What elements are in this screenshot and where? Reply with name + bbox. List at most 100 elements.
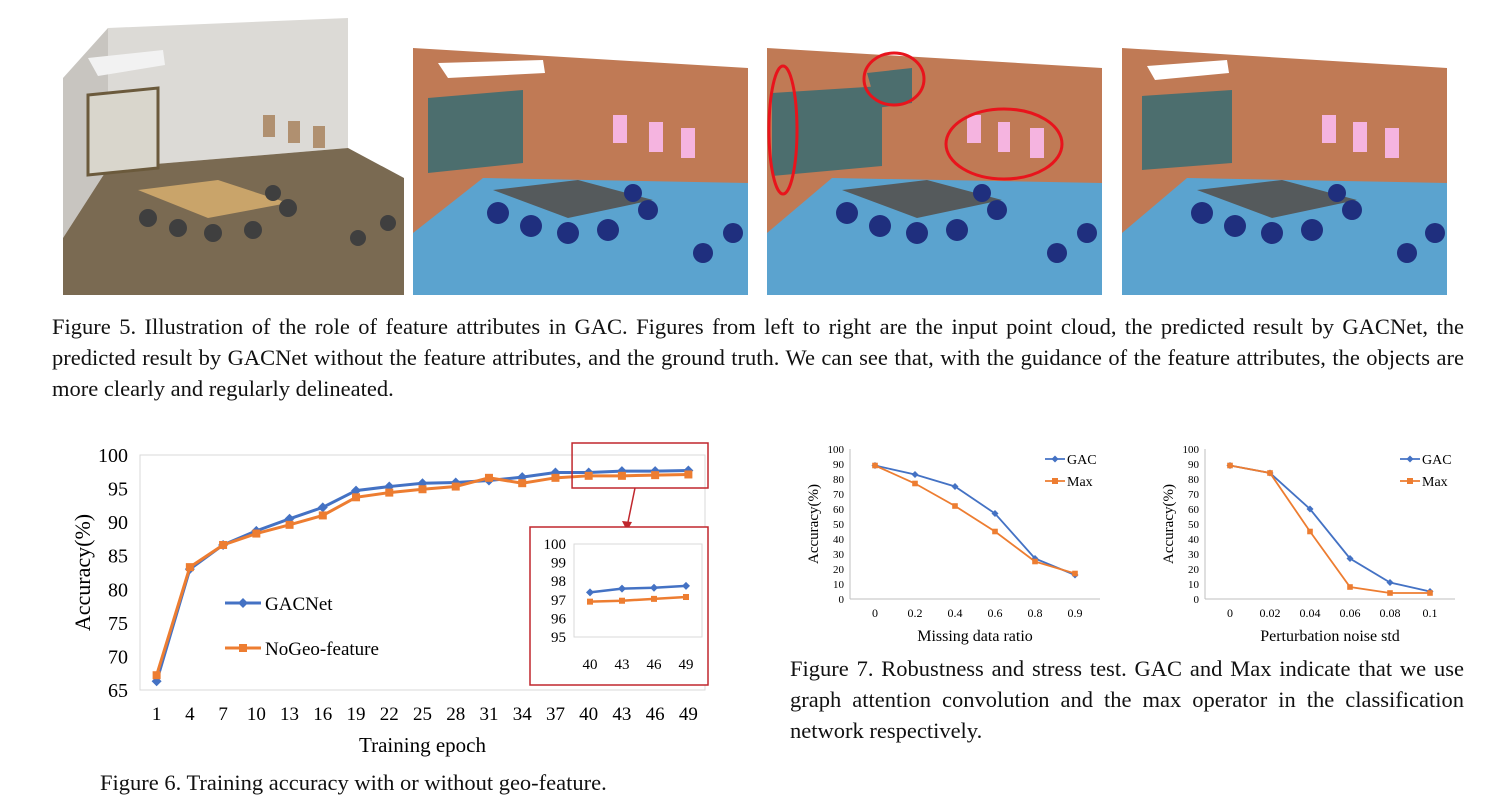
inset-x-tick-label: 46 — [647, 657, 663, 673]
y-tick-label: 30 — [833, 549, 845, 561]
data-point — [418, 485, 427, 494]
x-tick-label: 0.6 — [988, 606, 1003, 620]
y-axis-label: Accuracy(%) — [1161, 484, 1177, 564]
inset-x-tick-label: 49 — [679, 657, 694, 673]
x-tick-label: 0 — [1227, 606, 1233, 620]
y-axis-label: Accuracy(%) — [806, 484, 822, 564]
x-tick-label: 10 — [247, 704, 266, 725]
x-tick-label: 4 — [185, 704, 195, 725]
legend-marker — [1407, 478, 1413, 484]
data-point — [317, 502, 328, 513]
figure6-caption: Figure 6. Training accuracy with or with… — [100, 770, 607, 795]
data-point — [991, 510, 999, 517]
y-tick-label: 75 — [108, 613, 128, 635]
x-tick-label: 0.1 — [1423, 606, 1438, 620]
data-point — [385, 488, 394, 497]
x-axis-label: Training epoch — [359, 733, 486, 757]
panel-prediction-without-attributes — [767, 48, 1102, 295]
inset-data-point — [586, 588, 594, 597]
x-tick-label: 0.02 — [1260, 606, 1281, 620]
data-point — [484, 473, 493, 482]
data-point — [451, 482, 460, 491]
data-point — [352, 493, 361, 502]
x-tick-label: 19 — [347, 704, 366, 725]
series-line — [874, 464, 1076, 576]
data-point — [1346, 555, 1354, 562]
data-point — [683, 465, 694, 476]
y-tick-label: 10 — [833, 579, 845, 591]
y-tick-label: 0 — [1194, 594, 1200, 606]
x-tick-label: 13 — [280, 704, 299, 725]
y-tick-label: 65 — [108, 680, 128, 702]
y-tick-label: 100 — [828, 444, 845, 456]
inset-data-point — [619, 597, 625, 604]
y-tick-label: 40 — [833, 534, 845, 546]
inset-data-point — [682, 581, 690, 590]
series-line — [874, 464, 1076, 575]
zoom-arrow-head — [622, 521, 632, 531]
x-tick-label: 0.9 — [1068, 606, 1083, 620]
x-tick-label: 0 — [872, 606, 878, 620]
y-tick-label: 30 — [1188, 549, 1200, 561]
data-point — [1427, 590, 1433, 596]
x-tick-label: 31 — [479, 704, 498, 725]
data-point — [518, 479, 527, 488]
y-tick-label: 20 — [1188, 564, 1200, 576]
data-point — [1072, 570, 1078, 577]
data-point — [318, 511, 327, 520]
legend-marker — [1406, 455, 1414, 463]
panel-gacnet-prediction — [413, 48, 748, 295]
data-point — [872, 462, 878, 469]
y-tick-label: 90 — [833, 459, 845, 471]
x-tick-label: 37 — [546, 704, 565, 725]
inset-series-line — [589, 584, 687, 594]
legend-marker — [239, 644, 247, 652]
inset-y-tick-label: 100 — [544, 537, 567, 553]
y-tick-label: 90 — [108, 512, 128, 534]
x-tick-label: 49 — [679, 704, 698, 725]
inset-x-tick-label: 43 — [615, 657, 630, 673]
data-point — [417, 478, 428, 489]
inset-data-point — [587, 598, 593, 605]
inset-y-tick-label: 97 — [551, 593, 567, 609]
data-point — [1306, 505, 1314, 513]
data-point — [912, 480, 918, 487]
zoom-arrow-line — [626, 487, 636, 528]
x-tick-label: 22 — [380, 704, 399, 725]
x-tick-label: 0.4 — [948, 606, 963, 620]
y-tick-label: 20 — [833, 564, 845, 576]
x-tick-label: 43 — [612, 704, 631, 725]
legend-label: Max — [1422, 475, 1448, 490]
data-point — [617, 471, 626, 480]
data-point — [651, 471, 660, 480]
y-tick-label: 40 — [1188, 534, 1200, 546]
y-tick-label: 10 — [1188, 579, 1200, 591]
data-point — [152, 671, 161, 680]
x-tick-label: 0.2 — [908, 606, 923, 620]
x-tick-label: 16 — [313, 704, 332, 725]
figure7-chart-perturbation: 0 10 20 30 40 50 60 70 80 90 100 0 0.02 0.04 0.06 0.08 0… — [1161, 444, 1455, 645]
zoom-highlight-box — [571, 442, 709, 489]
figure7-caption: Figure 7. Robustness and stress test. GA… — [790, 656, 1464, 743]
data-point — [584, 471, 593, 480]
series-line — [1229, 464, 1430, 594]
data-point — [951, 483, 959, 490]
y-tick-label: 85 — [108, 546, 128, 568]
data-point — [650, 466, 661, 477]
data-point — [684, 470, 693, 479]
data-point — [1227, 462, 1233, 469]
legend-label: GAC — [1422, 453, 1452, 468]
x-tick-label: 25 — [413, 704, 432, 725]
data-point — [616, 466, 627, 477]
data-point — [1032, 558, 1038, 565]
figure7-chart-missing-data: 0 10 20 30 40 50 60 70 80 90 100 0 0.2 0.4 0.6 0.8 0.9 Mi… — [806, 444, 1100, 645]
y-tick-label: 50 — [833, 519, 845, 531]
x-tick-label: 0.08 — [1380, 606, 1401, 620]
x-tick-label: 0.8 — [1028, 606, 1043, 620]
legend-label: Max — [1067, 475, 1093, 490]
x-axis-label: Perturbation noise std — [1260, 628, 1400, 645]
inset-y-tick-label: 95 — [551, 630, 566, 646]
panel-input-point-cloud — [63, 18, 404, 295]
x-tick-label: 46 — [646, 704, 665, 725]
x-tick-label: 28 — [446, 704, 465, 725]
